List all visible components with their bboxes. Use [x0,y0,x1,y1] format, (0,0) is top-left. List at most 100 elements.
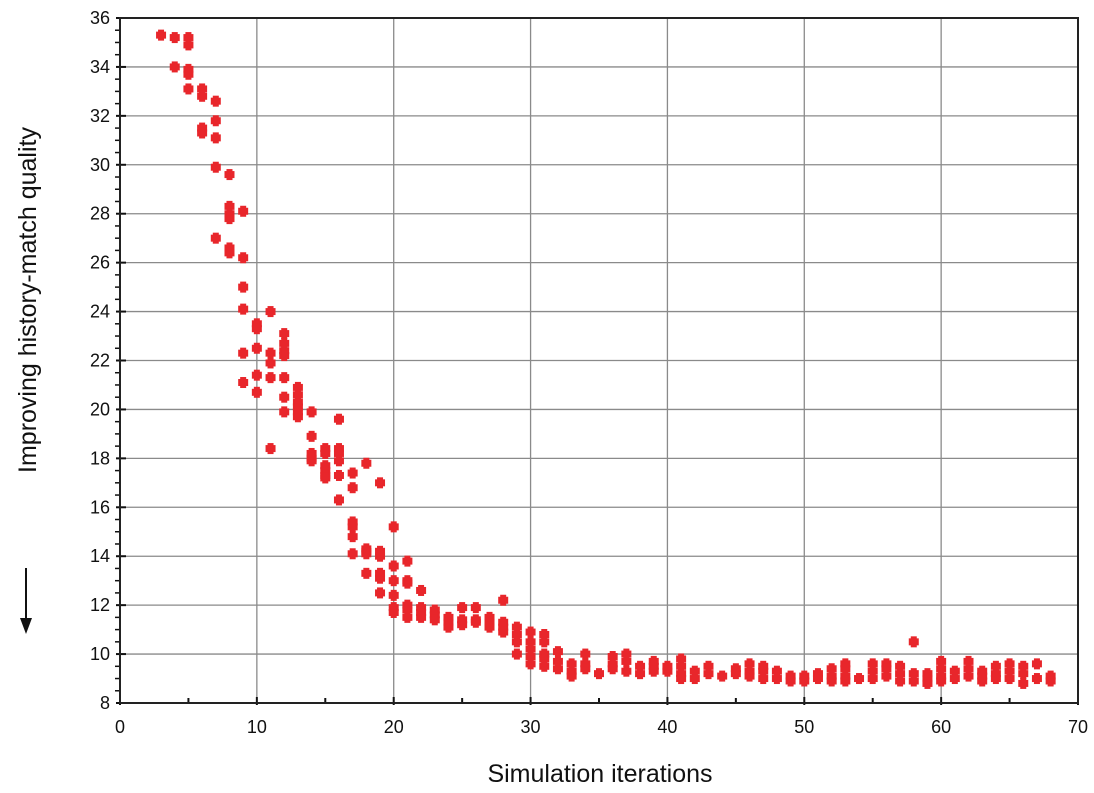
data-point [375,550,386,562]
y-tick-label: 28 [90,204,110,224]
data-point [594,668,604,680]
data-point [375,477,386,489]
data-point [429,614,440,626]
y-tick-label: 22 [90,351,110,371]
data-point [525,658,536,670]
data-point [347,548,358,560]
data-point [402,577,413,589]
data-point [566,658,577,670]
data-point [416,584,427,596]
data-point [279,406,290,418]
data-point [347,521,358,533]
data-point [771,665,782,677]
data-point [251,323,262,335]
y-axis-label: Improving history-match quality [14,127,42,473]
data-point [320,447,331,459]
data-point [388,575,399,587]
data-point [265,357,276,369]
data-point [963,663,974,675]
data-point [525,651,536,663]
data-point [224,213,235,225]
data-point [498,594,509,606]
data-point [457,602,468,614]
data-point [977,675,988,687]
data-point [210,115,221,127]
data-point [840,663,851,675]
data-point [511,648,522,660]
data-point [279,391,290,403]
data-point [867,658,878,670]
y-tick-label: 10 [90,644,110,664]
data-point [402,555,413,567]
data-point [306,430,317,442]
data-point [758,673,769,685]
axes: 0 10 20 30 40 50 60 70 8 10 12 14 16 18 20 22 24 26 28 30 32… [90,8,1088,737]
data-point [292,389,303,401]
data-point [251,386,262,398]
data-point [854,673,865,685]
data-point [470,602,481,614]
data-point [552,646,563,658]
data-point [279,372,290,384]
data-point [156,29,167,41]
y-tick-label: 26 [90,253,110,273]
data-point [1031,658,1042,670]
data-point [279,328,290,340]
data-point [210,232,221,244]
y-tick-label: 24 [90,302,110,322]
data-point [566,670,577,682]
data-point [936,655,947,667]
data-point [539,653,550,665]
data-point [224,200,235,212]
data-point [402,611,413,623]
y-tick-label: 34 [90,57,110,77]
data-point [347,531,358,543]
y-tick-label: 30 [90,155,110,175]
data-point [662,665,673,677]
data-point [580,648,591,660]
data-point [949,673,960,685]
data-point [361,548,372,560]
data-points [156,29,1056,689]
data-point [908,636,919,648]
data-point [197,127,208,139]
data-point [963,655,974,667]
data-point [963,670,974,682]
data-point [265,306,276,318]
data-point [635,660,646,672]
y-tick-label: 12 [90,595,110,615]
data-point [539,660,550,672]
data-point [744,670,755,682]
data-point [908,668,919,680]
x-tick-label: 70 [1068,717,1088,737]
data-point [635,668,646,680]
data-point [183,83,194,95]
data-point [922,677,933,689]
data-point [607,663,618,675]
data-point [251,369,262,381]
data-point [306,455,317,467]
data-point [251,342,262,354]
data-point [169,61,180,73]
data-point [388,560,399,572]
data-point [470,616,481,628]
data-point [676,673,687,685]
data-point [895,675,906,687]
data-point [525,636,536,648]
data-point [1031,673,1042,685]
data-point [402,604,413,616]
y-tick-label: 16 [90,497,110,517]
y-tick-label: 20 [90,399,110,419]
data-point [552,655,563,667]
data-point [333,469,344,481]
data-point [703,668,714,680]
data-point [388,606,399,618]
data-point [990,673,1001,685]
data-point [689,665,700,677]
data-point [621,665,632,677]
data-point [717,670,728,682]
data-point [908,675,919,687]
data-point [525,643,536,655]
data-point [676,660,687,672]
